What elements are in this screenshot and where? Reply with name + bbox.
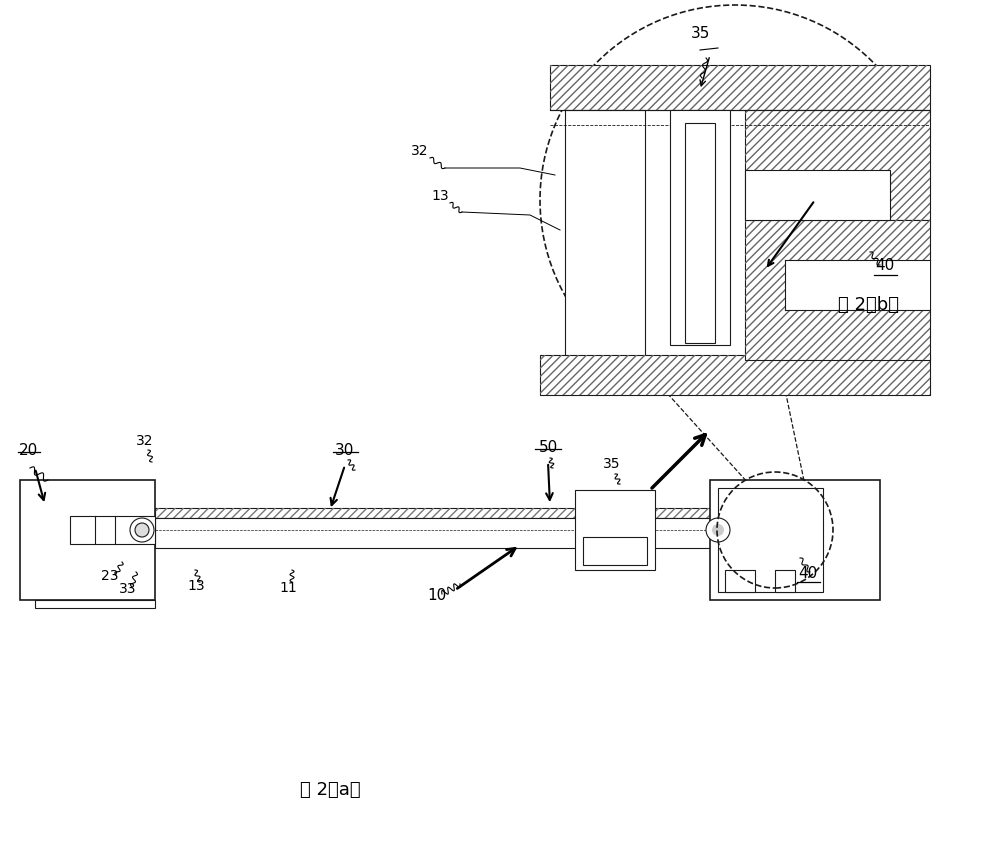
Text: 11: 11 (279, 581, 297, 595)
Bar (155, 508, 855, 518)
Bar (540, 355, 930, 395)
Bar (540, 370, 570, 375)
Circle shape (540, 5, 930, 395)
Text: 32: 32 (136, 434, 154, 448)
Text: 32: 32 (411, 144, 429, 158)
Bar (745, 170, 890, 220)
Text: 10: 10 (427, 588, 447, 603)
Bar (825, 480, 880, 600)
Bar (745, 170, 890, 220)
Bar (575, 490, 655, 530)
Text: 13: 13 (187, 579, 205, 593)
Text: 图 2（b）: 图 2（b） (838, 296, 898, 314)
Text: 35: 35 (603, 457, 621, 471)
Text: 20: 20 (18, 443, 38, 458)
Bar (745, 220, 930, 360)
Bar (155, 508, 855, 518)
Text: 13: 13 (431, 189, 449, 203)
Bar (575, 490, 655, 570)
Circle shape (130, 518, 154, 542)
Text: 50: 50 (538, 440, 558, 455)
Bar (540, 110, 565, 370)
Bar (20, 480, 155, 600)
Bar (583, 537, 647, 565)
Bar (20, 480, 38, 600)
Text: 40: 40 (798, 566, 818, 581)
Bar (725, 570, 755, 592)
Bar (685, 123, 715, 343)
Circle shape (135, 523, 149, 537)
Bar (785, 260, 930, 310)
Bar (38, 480, 68, 505)
Circle shape (712, 524, 724, 536)
Bar (745, 110, 930, 220)
Bar (70, 516, 155, 544)
Bar (775, 570, 795, 592)
Bar (565, 110, 645, 370)
Bar (540, 355, 930, 395)
Bar (550, 65, 930, 110)
Text: 35: 35 (690, 26, 710, 41)
Text: 图 2（a）: 图 2（a） (300, 781, 360, 799)
Bar (670, 110, 730, 345)
Text: 33: 33 (119, 582, 137, 596)
Bar (745, 110, 930, 220)
Bar (745, 220, 930, 360)
Text: 40: 40 (875, 258, 895, 273)
Bar (550, 65, 930, 110)
Bar (718, 488, 823, 592)
Bar (155, 518, 855, 548)
Circle shape (706, 518, 730, 542)
Text: 30: 30 (335, 443, 355, 458)
Bar (38, 575, 68, 600)
Bar (710, 480, 880, 600)
Text: 23: 23 (101, 569, 119, 583)
Bar (35, 600, 155, 608)
